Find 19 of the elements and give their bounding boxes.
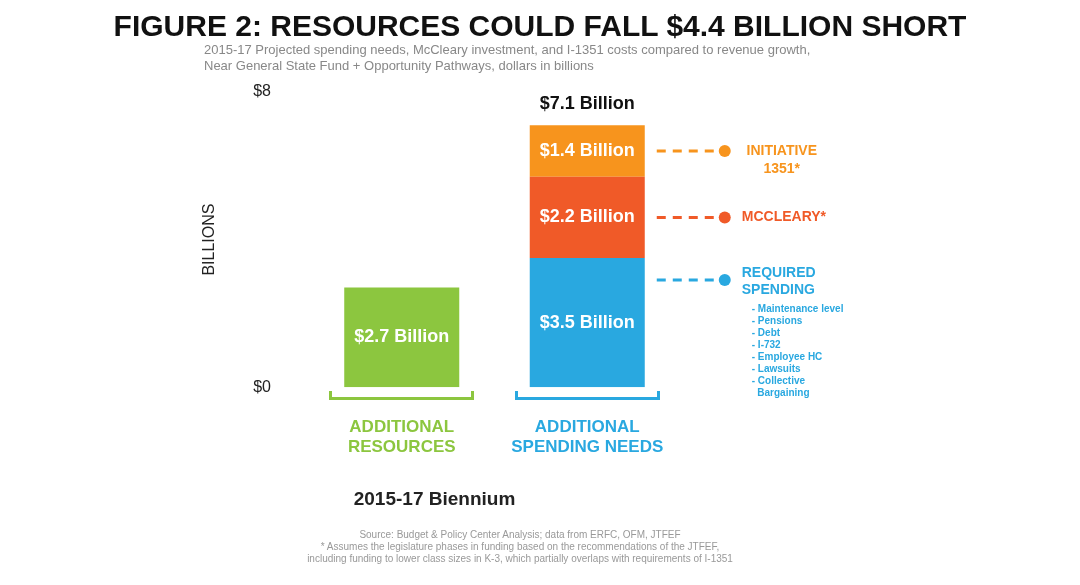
chart-title: FIGURE 2: RESOURCES COULD FALL $4.4 BILLION SHORT (113, 9, 967, 42)
x-axis-title: 2015-17 Biennium (353, 488, 516, 509)
data-label: $3.5 Billion (539, 311, 635, 332)
data-label: $2.2 Billion (539, 206, 635, 227)
y-axis-title: BILLIONS (200, 203, 218, 276)
text: * Assumes the legislature phases in funding based on the recommendations of the JTFEF, including funding to lower class sizes in K-3, which partially overlaps with requirements of I-1351 (307, 541, 734, 564)
legend-label: MCCLEARY* (741, 208, 827, 225)
y-tick-label: $0 (253, 377, 272, 395)
chart-subtitle: 2015-17 Projected spending needs, McCleary investment, and I-1351 costs compared to revenue growth, Near General State Fund + Opportunity Pathways, dollars in billions (204, 42, 811, 73)
x-tick-label: ADDITIONAL RESOURCES (347, 417, 456, 457)
legend-label: INITIATIVE 1351* (746, 141, 818, 176)
x-tick-label: ADDITIONAL SPENDING NEEDS (511, 417, 664, 457)
data-label: $2.7 Billion (354, 326, 450, 347)
text: - Maintenance level - Pensions - Debt - I-732 - Employee HC - Lawsuits - Collective Bargaining (751, 302, 844, 398)
total-label: $7.1 Billion (539, 93, 635, 114)
legend-label: REQUIRED SPENDING (741, 263, 816, 297)
source-note: Source: Budget & Policy Center Analysis; data from ERFC, OFM, JTFEF (359, 529, 681, 540)
y-tick-label: $8 (253, 82, 272, 100)
data-label: $1.4 Billion (539, 140, 635, 161)
